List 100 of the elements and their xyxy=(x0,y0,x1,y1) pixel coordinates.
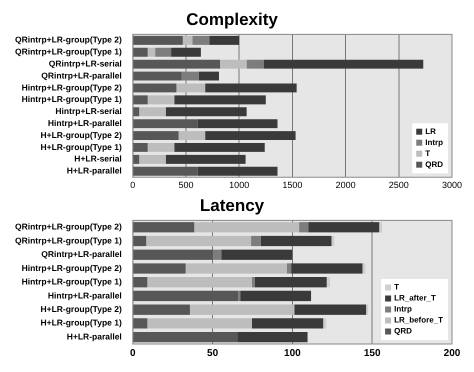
bar xyxy=(260,236,332,246)
legend-label: LR xyxy=(425,126,436,136)
bar xyxy=(237,332,308,342)
bar xyxy=(190,304,294,315)
bar xyxy=(133,250,213,260)
x-tick-label: 1500 xyxy=(282,180,302,190)
legend-label: QRD xyxy=(425,160,444,169)
bar xyxy=(147,277,252,288)
bar xyxy=(246,60,264,69)
legend-label: Intrp xyxy=(394,304,412,314)
bar xyxy=(133,290,238,302)
y-tick-label: QRintrp+LR-serial xyxy=(48,58,122,68)
bar xyxy=(133,263,186,274)
y-tick-label: H+LR-group(Type 2) xyxy=(40,304,122,314)
bar xyxy=(166,107,247,116)
bar xyxy=(326,277,330,288)
x-tick-label: 100 xyxy=(284,348,302,359)
y-tick-label: Hintrp+LR-parallel xyxy=(48,118,122,128)
bar xyxy=(198,72,219,81)
y-tick-label: QRintrp+LR-parallel xyxy=(41,249,122,260)
y-tick-label: H+LR-group(Type 2) xyxy=(40,130,122,140)
y-tick-label: H+LR-parallel xyxy=(66,166,122,176)
bar xyxy=(148,95,174,104)
bar xyxy=(166,154,246,164)
bar xyxy=(323,318,326,329)
bar xyxy=(212,250,222,260)
x-tick-label: 0 xyxy=(130,348,136,359)
bar xyxy=(133,222,194,232)
bar xyxy=(264,60,424,69)
legend-label: LR_before_T xyxy=(394,316,444,325)
y-tick-label: Hintrp+LR-group(Type 2) xyxy=(22,82,122,92)
y-tick-label: Hintrp+LR-parallel xyxy=(48,290,122,300)
bar xyxy=(194,222,300,232)
legend-label: T xyxy=(425,148,430,158)
legend-label: Intrp xyxy=(425,138,444,147)
bar xyxy=(133,48,148,57)
y-tick-label: QRintrp+LR-group(Type 2) xyxy=(14,222,122,232)
bar xyxy=(240,290,312,302)
bar xyxy=(133,142,148,152)
bar xyxy=(171,48,201,57)
bar xyxy=(133,236,146,246)
chart-title: Complexity xyxy=(186,10,278,29)
bar xyxy=(308,222,380,232)
x-tick-label: 200 xyxy=(444,348,461,359)
bar xyxy=(332,236,334,246)
chart-title: Latency xyxy=(200,196,265,215)
legend-label: T xyxy=(394,282,400,292)
y-tick-label: Hintrp+LR-group(Type 1) xyxy=(22,94,122,104)
bar xyxy=(133,60,220,69)
x-tick-label: 1000 xyxy=(229,180,250,190)
legend-label: LR_after_T xyxy=(394,294,436,303)
bar xyxy=(299,222,309,232)
bar xyxy=(254,277,327,288)
bar xyxy=(379,222,382,232)
bar xyxy=(133,304,190,315)
bar xyxy=(251,236,261,246)
x-tick-label: 2000 xyxy=(336,180,356,190)
bar xyxy=(362,263,366,274)
bar xyxy=(133,154,140,164)
y-tick-label: Hintrp+LR-serial xyxy=(55,106,122,116)
bar xyxy=(148,142,174,152)
bar xyxy=(133,119,198,128)
bar xyxy=(198,119,278,128)
bar xyxy=(178,131,206,140)
bar xyxy=(209,36,240,45)
bar xyxy=(146,236,252,246)
bar xyxy=(174,95,266,104)
x-tick-label: 50 xyxy=(207,348,219,359)
bar xyxy=(294,304,366,315)
bar xyxy=(198,166,278,176)
bar xyxy=(176,83,206,92)
y-tick-label: H+LR-serial xyxy=(74,154,122,164)
bar xyxy=(286,263,292,274)
bar xyxy=(133,95,148,104)
x-tick-label: 0 xyxy=(130,180,136,190)
bar xyxy=(133,277,148,288)
y-tick-label: QRintrp+LR-group(Type 1) xyxy=(14,46,122,57)
bar xyxy=(133,36,183,45)
bar xyxy=(139,154,166,164)
bar xyxy=(133,83,176,92)
bar xyxy=(186,263,287,274)
y-tick-label: QRintrp+LR-group(Type 1) xyxy=(14,235,122,246)
bar xyxy=(133,332,238,342)
y-tick-label: H+LR-parallel xyxy=(66,331,122,342)
x-tick-label: 150 xyxy=(364,348,381,359)
x-tick-label: 3000 xyxy=(442,180,462,190)
bar xyxy=(133,318,148,329)
y-tick-label: Hintrp+LR-group(Type 2) xyxy=(22,262,122,273)
bar xyxy=(174,142,265,152)
y-tick-label: Hintrp+LR-group(Type 1) xyxy=(22,276,122,287)
bar xyxy=(205,83,297,92)
bar xyxy=(133,72,182,81)
bar xyxy=(139,107,166,116)
bar xyxy=(252,318,324,329)
bar xyxy=(182,36,192,45)
y-tick-label: H+LR-group(Type 1) xyxy=(40,142,122,152)
bar xyxy=(133,166,198,176)
bar xyxy=(147,318,252,329)
legend-label: QRD xyxy=(394,326,412,336)
bar xyxy=(133,131,179,140)
